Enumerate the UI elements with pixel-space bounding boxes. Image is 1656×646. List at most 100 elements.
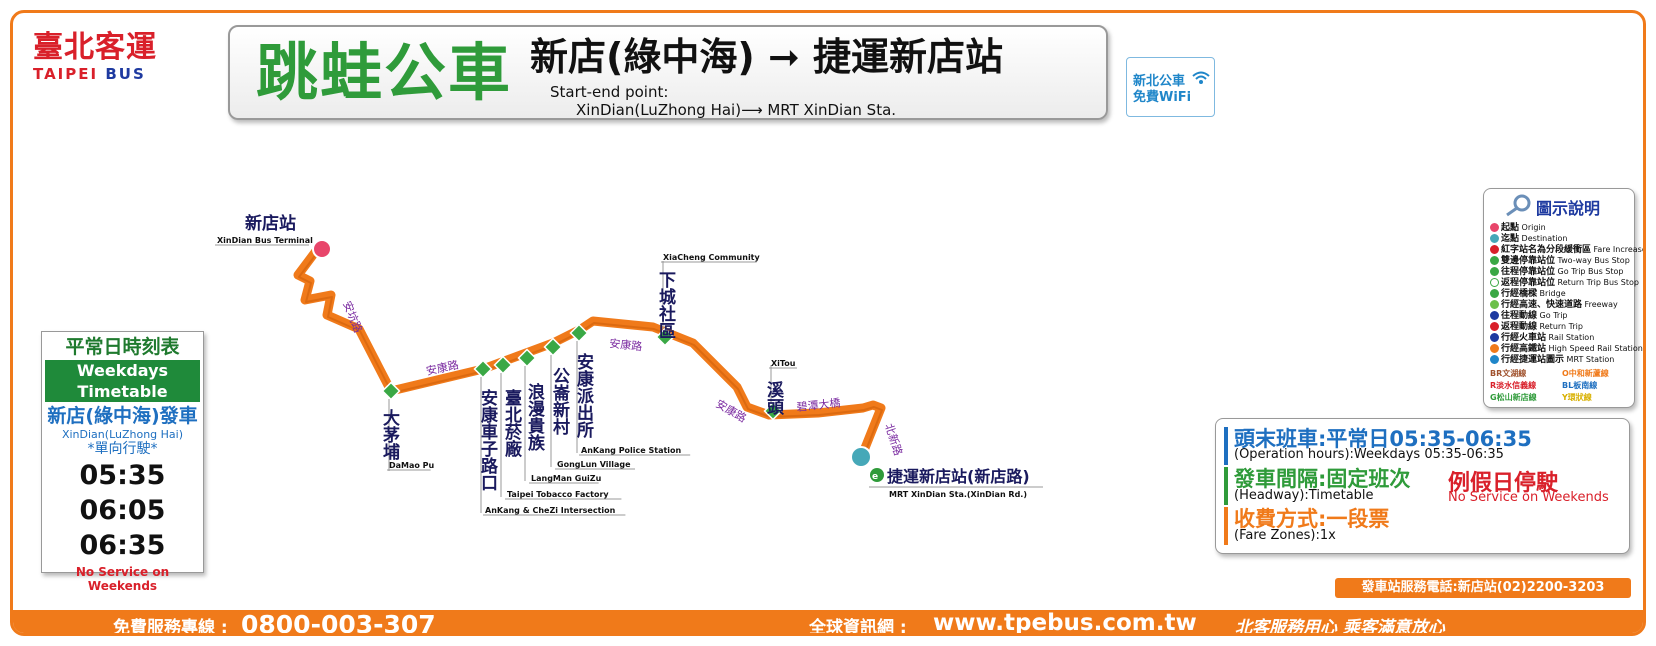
legend-marker-icon bbox=[1490, 311, 1499, 320]
magnifier-icon bbox=[1506, 194, 1531, 217]
road-label-ankeng: 安坑路 bbox=[340, 299, 365, 335]
mrt-line-legend: R淡水信義線 bbox=[1490, 381, 1537, 390]
legend-item-zh: 返程動線 bbox=[1501, 322, 1538, 332]
no-service-zh: 例假日停駛 bbox=[1448, 471, 1559, 496]
svg-text:e: e bbox=[872, 472, 878, 482]
stop-name: 公崙新村 bbox=[549, 367, 571, 436]
legend-item: 行經橋樑 Bridge bbox=[1490, 289, 1566, 299]
route-title: 新店(綠中海) ➞ 捷運新店站 bbox=[530, 35, 1004, 79]
stop-name: 大茅埔 bbox=[379, 408, 400, 461]
website-url[interactable]: www.tpebus.com.tw bbox=[933, 610, 1197, 636]
website-label: 全球資訊網 : bbox=[809, 618, 907, 636]
stop-marker bbox=[569, 323, 589, 343]
timetable-title-zh: 平常日時刻表 bbox=[65, 336, 180, 358]
stop-name-en: XiaCheng Community bbox=[663, 253, 761, 262]
legend-item-zh: 返程停靠站位 bbox=[1501, 278, 1556, 288]
stop-marker bbox=[763, 401, 783, 421]
legend-item: 行經火車站 Rail Station bbox=[1490, 333, 1594, 343]
legend-item-en: Rail Station bbox=[1546, 333, 1595, 342]
depart-en: XinDian(LuZhong Hai) bbox=[61, 428, 184, 441]
start-end-value: XinDian(LuZhong Hai)⟶ MRT XinDian Sta. bbox=[576, 101, 897, 119]
headway-sub: (Headway):Timetable bbox=[1234, 488, 1374, 503]
legend-item: 雙邊停靠站位 Two-way Bus Stop bbox=[1490, 256, 1630, 266]
stop-name: 安康派出所 bbox=[573, 352, 594, 439]
stop-name-en: GongLun Village bbox=[557, 460, 631, 469]
legend-title: 圖示說明 bbox=[1536, 199, 1601, 218]
departure-time: 05:35 bbox=[79, 460, 166, 491]
stop-name-en: AnKang & CheZi Intersection bbox=[485, 506, 616, 515]
departure-time: 06:35 bbox=[79, 530, 166, 561]
stop-name: 下城社區 bbox=[655, 271, 677, 339]
legend-item-zh: 往程停靠站位 bbox=[1501, 267, 1556, 277]
stop-name: 臺北菸廠 bbox=[501, 388, 522, 458]
mrt-line-legend: G松山新店線 bbox=[1490, 393, 1537, 402]
stop-name-en: Taipei Tobacco Factory bbox=[507, 490, 609, 499]
legend-item-en: Origin bbox=[1519, 223, 1546, 232]
stop-marker bbox=[517, 348, 537, 368]
legend-item-zh: 雙邊停靠站位 bbox=[1501, 256, 1556, 266]
wifi-line2: 免費WiFi bbox=[1133, 90, 1192, 105]
footer-bar: 免費服務專線 : 0800-003-307 全球資訊網 : www.tpebus… bbox=[13, 610, 1643, 636]
operator-name-en-2: BUS bbox=[105, 65, 146, 83]
wifi-icon bbox=[1192, 71, 1210, 84]
origin-marker bbox=[312, 239, 332, 259]
operator-logo: 臺北客運 TAIPEI BUS bbox=[33, 31, 163, 84]
legend-panel: 圖示說明 起點 Origin 迄點 Destination 紅字站名為分段緩衝區 F… bbox=[1483, 188, 1643, 408]
stop-marker bbox=[493, 355, 513, 375]
legend-item: 迄點 Destination bbox=[1490, 234, 1567, 244]
hours-sub: (Operation hours):Weekdays 05:35-06:35 bbox=[1234, 447, 1504, 462]
depart-zh: 新店(綠中海)發車 bbox=[47, 405, 198, 427]
legend-item: 行經高鐵站 High Speed Rail Station bbox=[1490, 344, 1643, 354]
legend-item-en: Return Trip Bus Stop bbox=[1555, 278, 1639, 287]
legend-marker-icon bbox=[1490, 300, 1499, 309]
stop-name: 浪漫貴族 bbox=[524, 382, 545, 452]
hotline-number: 0800-003-307 bbox=[241, 610, 436, 636]
legend-item-zh: 行經火車站 bbox=[1501, 333, 1547, 343]
departure-time: 06:05 bbox=[79, 495, 166, 526]
legend-item-zh: 紅字站名為分段緩衝區 bbox=[1501, 245, 1592, 255]
timetable-title-en: Weekdays Timetable bbox=[45, 360, 200, 402]
mrt-line-legend: O中和新蘆線 bbox=[1562, 369, 1609, 378]
stop-marker bbox=[543, 337, 563, 357]
legend-item: 起點 Origin bbox=[1490, 223, 1546, 233]
stop-marker bbox=[473, 359, 493, 379]
oneway-note: *單向行駛* bbox=[87, 441, 158, 457]
wifi-badge: 新北公車 免費WiFi bbox=[1126, 57, 1215, 117]
origin-name: 新店站 bbox=[245, 213, 296, 234]
brand-title: 跳蛙公車 bbox=[256, 36, 513, 109]
legend-item-en: Freeway bbox=[1582, 300, 1618, 309]
stop-name-en: XiTou bbox=[771, 359, 796, 368]
legend-marker-icon bbox=[1490, 322, 1499, 331]
start-end-label: Start-end point: bbox=[550, 83, 669, 101]
no-service-en: No Service on Weekends bbox=[1448, 490, 1609, 505]
legend-item-zh: 起點 bbox=[1501, 223, 1520, 233]
mrt-line-legend: BR文湖線 bbox=[1490, 369, 1527, 378]
road-label-ankang2: 安康路 bbox=[609, 336, 643, 353]
route-line bbox=[293, 246, 886, 458]
stop-marker bbox=[381, 381, 401, 401]
legend-item-en: MRT Station bbox=[1564, 355, 1615, 364]
legend-marker-icon bbox=[1490, 344, 1499, 353]
legend-item-zh: 行經捷運站圖示 bbox=[1501, 355, 1565, 365]
destination-name-en: MRT XinDian Sta.(XinDian Rd.) bbox=[889, 490, 1027, 499]
legend-marker-icon bbox=[1490, 278, 1499, 287]
legend-marker-icon bbox=[1490, 223, 1499, 232]
no-service-note: No Service on Weekends bbox=[75, 565, 170, 593]
legend-marker-icon bbox=[1490, 267, 1499, 276]
stop-name: 溪頭 bbox=[763, 381, 784, 416]
fare-sub: (Fare Zones):1x bbox=[1234, 528, 1336, 543]
fare-title: 收費方式:一段票 bbox=[1234, 507, 1390, 531]
legend-item-en: Fare Increase/ Buffer Zone bbox=[1593, 245, 1646, 254]
route-map: 安坑路 安康路 安康路 安康路 碧潭大橋 北新路 新店站 XinDian Bus… bbox=[215, 213, 1043, 516]
legend-marker-icon bbox=[1490, 234, 1499, 243]
legend-item-en: High Speed Rail Station bbox=[1546, 344, 1643, 353]
wifi-line1: 新北公車 bbox=[1133, 74, 1186, 89]
mrt-line-legend: BL板南線 bbox=[1562, 381, 1598, 390]
legend-item-zh: 行經高鐵站 bbox=[1501, 344, 1547, 354]
stop-name-en: AnKang Police Station bbox=[581, 446, 682, 455]
slogan: 北客服務用心 乘客滿意放心 bbox=[1235, 618, 1445, 636]
legend-item: 往程動線 Go Trip bbox=[1490, 311, 1568, 321]
legend-item-en: Two-way Bus Stop bbox=[1555, 256, 1630, 265]
mrt-line-legend: Y環狀線 bbox=[1562, 393, 1592, 402]
